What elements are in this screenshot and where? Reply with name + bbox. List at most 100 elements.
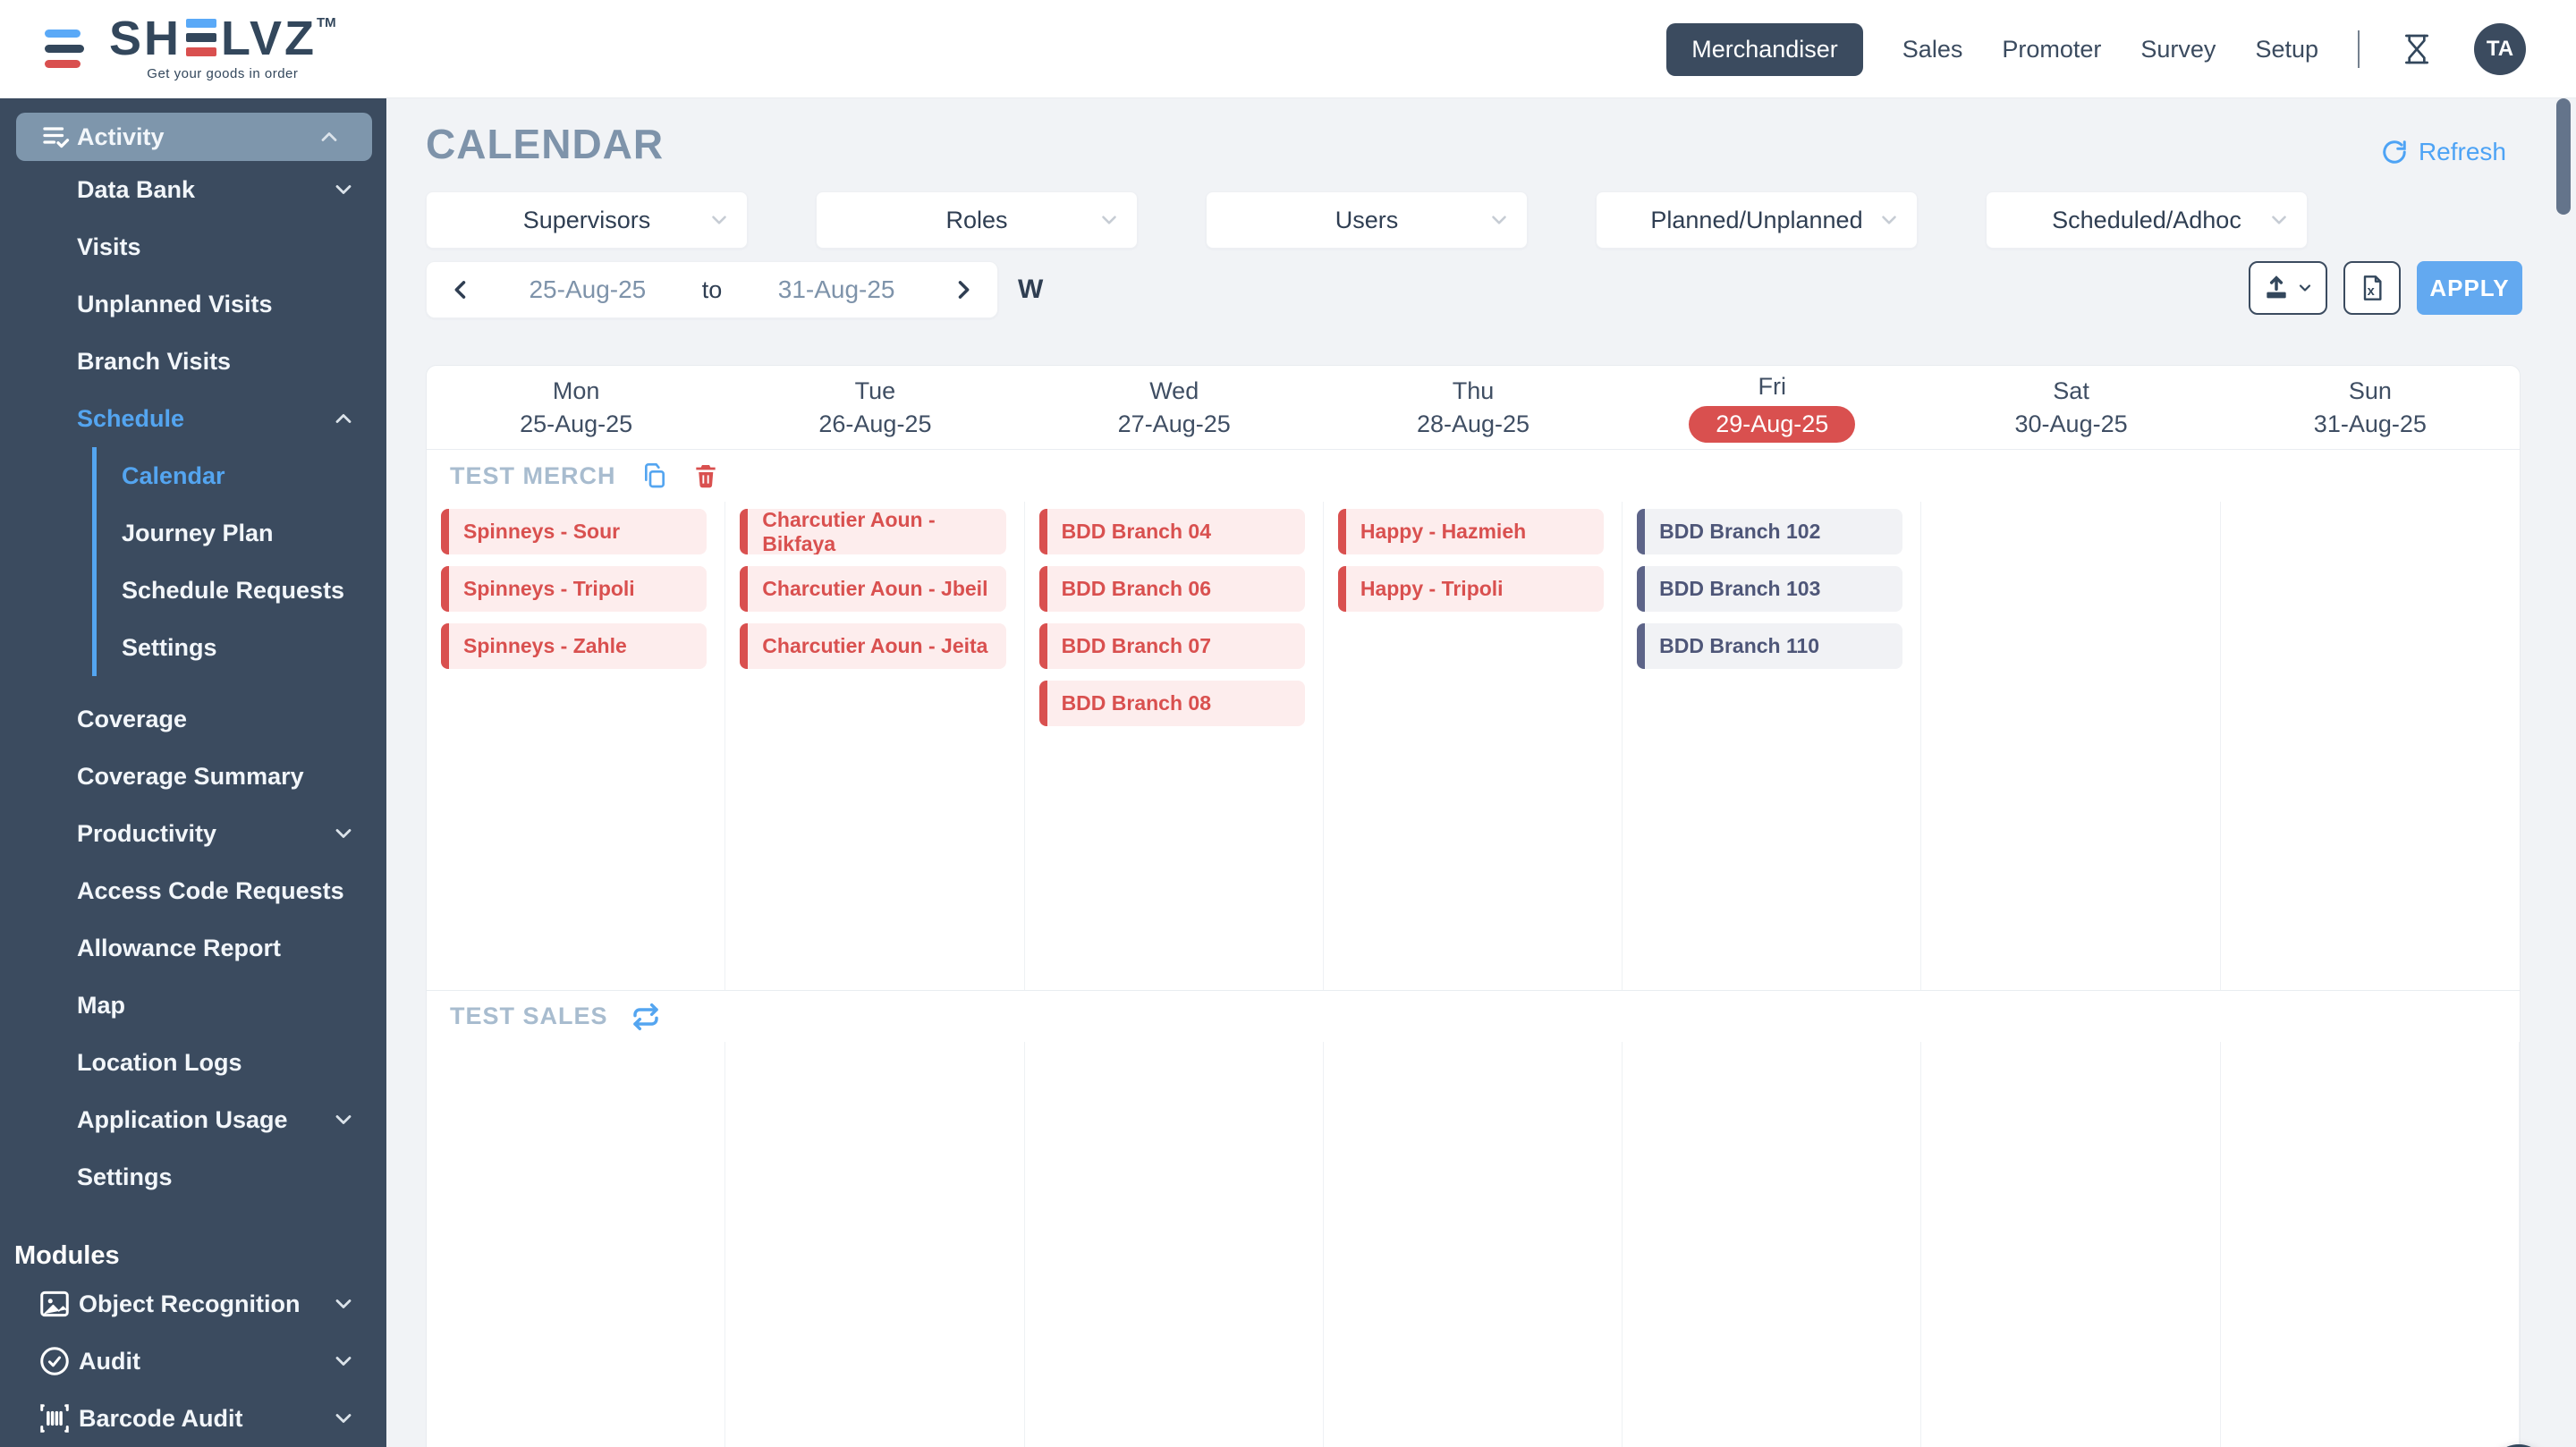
sidebar-item-coverage[interactable]: Coverage — [0, 690, 386, 748]
sidebar-item-map[interactable]: Map — [0, 977, 386, 1034]
visit-card[interactable]: Spinneys - Tripoli — [441, 566, 708, 612]
sidebar-item-settings[interactable]: Settings — [0, 1148, 386, 1206]
top-navigation: Merchandiser Sales Promoter Survey Setup TA — [1666, 0, 2526, 98]
visit-card[interactable]: Charcutier Aoun - Bikfaya — [740, 509, 1006, 554]
sidebar-item-visits[interactable]: Visits — [0, 218, 386, 275]
visit-card[interactable]: BDD Branch 07 — [1038, 623, 1305, 669]
day-header-tue[interactable]: Tue 26-Aug-25 — [725, 366, 1024, 449]
chevron-down-icon — [1097, 208, 1121, 232]
group-label-row-test-sales: TEST SALES — [427, 990, 2520, 1042]
next-week-arrow-icon[interactable] — [951, 277, 976, 302]
visit-status-bar — [1038, 681, 1047, 726]
brand-name: SH LVZ TM — [109, 14, 336, 63]
trash-icon[interactable] — [691, 461, 720, 490]
day-header-fri[interactable]: Fri 29-Aug-25 — [1623, 366, 1921, 449]
module-item-object-recognition[interactable]: Object Recognition — [0, 1275, 386, 1333]
sidebar-item-label: Coverage Summary — [77, 762, 304, 790]
user-avatar[interactable]: TA — [2474, 23, 2526, 75]
filter-dropdown-planned-unplanned[interactable]: Planned/Unplanned — [1596, 191, 1918, 249]
day-header-mon[interactable]: Mon 25-Aug-25 — [427, 366, 725, 449]
chevron-down-icon — [708, 208, 731, 232]
top-bar: SH LVZ TM Get your goods in order Mercha… — [0, 0, 2576, 98]
chevron-up-icon — [331, 406, 356, 431]
visit-status-bar — [740, 566, 749, 612]
day-header-sat[interactable]: Sat 30-Aug-25 — [1921, 366, 2220, 449]
visit-card[interactable]: BDD Branch 110 — [1637, 623, 1903, 669]
visit-card[interactable]: BDD Branch 06 — [1038, 566, 1305, 612]
visit-status-bar — [1038, 623, 1047, 669]
sidebar-item-productivity[interactable]: Productivity — [0, 805, 386, 862]
sidebar-item-coverage-summary[interactable]: Coverage Summary — [0, 748, 386, 805]
help-button[interactable]: ? — [2490, 1444, 2547, 1447]
sidebar-item-label: Activity — [77, 123, 165, 150]
topnav-item-merchandiser[interactable]: Merchandiser — [1666, 22, 1863, 76]
topnav-item-setup[interactable]: Setup — [2255, 35, 2318, 63]
visit-card[interactable]: Happy - Hazmieh — [1337, 509, 1605, 554]
visit-card[interactable]: BDD Branch 04 — [1038, 509, 1305, 554]
filter-dropdown-users[interactable]: Users — [1206, 191, 1528, 249]
visit-card[interactable]: Charcutier Aoun - Jeita — [740, 623, 1006, 669]
sidebar-item-calendar[interactable]: Calendar — [97, 447, 386, 504]
brand-name-suffix: LVZ — [221, 12, 317, 65]
repeat-icon[interactable] — [631, 1003, 660, 1031]
filter-dropdown-supervisors[interactable]: Supervisors — [426, 191, 748, 249]
vertical-scrollbar-thumb[interactable] — [2556, 98, 2571, 215]
filter-dropdown-roles[interactable]: Roles — [816, 191, 1138, 249]
export-button[interactable] — [2249, 261, 2327, 315]
topnav-item-sales[interactable]: Sales — [1902, 35, 1963, 63]
page-title: CALENDAR — [426, 121, 665, 167]
refresh-button[interactable]: Refresh — [2381, 138, 2506, 166]
sidebar-item-application-usage[interactable]: Application Usage — [0, 1091, 386, 1148]
apply-button[interactable]: APPLY — [2417, 261, 2522, 315]
visit-card[interactable]: BDD Branch 08 — [1038, 681, 1305, 726]
visit-status-bar — [740, 623, 749, 669]
visit-status-bar — [1637, 509, 1646, 554]
end-date-value[interactable]: 31-Aug-25 — [777, 275, 895, 303]
day-column-5: BDD Branch 102 BDD Branch 103 BDD Branch 1… — [1623, 502, 1922, 990]
sidebar-item-label: Schedule Requests — [122, 576, 345, 604]
visit-card[interactable]: Spinneys - Sour — [441, 509, 708, 554]
hamburger-menu-icon[interactable] — [45, 30, 84, 68]
day-header-thu[interactable]: Thu 28-Aug-25 — [1324, 366, 1623, 449]
visit-status-bar — [441, 566, 449, 612]
visit-card[interactable]: Charcutier Aoun - Jbeil — [740, 566, 1006, 612]
sidebar-item-access-code-requests[interactable]: Access Code Requests — [0, 862, 386, 919]
visit-card-title: BDD Branch 110 — [1659, 634, 1820, 657]
visit-card[interactable]: Spinneys - Zahle — [441, 623, 708, 669]
hourglass-icon[interactable] — [2399, 29, 2435, 70]
filter-dropdown-scheduled-adhoc[interactable]: Scheduled/Adhoc — [1986, 191, 2308, 249]
day-name: Sun — [2348, 377, 2392, 404]
visit-card[interactable]: BDD Branch 102 — [1637, 509, 1903, 554]
visit-card[interactable]: Happy - Tripoli — [1337, 566, 1605, 612]
visit-card[interactable]: BDD Branch 103 — [1637, 566, 1903, 612]
visit-card-title: Charcutier Aoun - Jbeil — [762, 577, 988, 600]
sidebar-item-data-bank[interactable]: Data Bank — [0, 161, 386, 218]
visit-card-title: Spinneys - Zahle — [463, 634, 627, 657]
copy-icon[interactable] — [640, 461, 668, 490]
visit-status-bar — [1337, 566, 1346, 612]
prev-week-arrow-icon[interactable] — [448, 277, 473, 302]
sidebar-item-allowance-report[interactable]: Allowance Report — [0, 919, 386, 977]
main-content: CALENDAR Refresh Supervisors Roles Users Pl… — [386, 98, 2576, 1447]
sidebar-item-location-logs[interactable]: Location Logs — [0, 1034, 386, 1091]
sidebar-item-schedule[interactable]: Schedule — [0, 390, 386, 447]
sidebar-item-schedule-settings[interactable]: Settings — [97, 619, 386, 676]
sidebar-item-journey-plan[interactable]: Journey Plan — [97, 504, 386, 562]
sidebar: Activity Data Bank Visits Unplanned Visits B… — [0, 98, 386, 1447]
module-item-barcode-audit[interactable]: Barcode Audit — [0, 1390, 386, 1447]
module-item-audit[interactable]: Audit — [0, 1333, 386, 1390]
filter-dropdown-label: Planned/Unplanned — [1650, 206, 1863, 233]
day-header-sun[interactable]: Sun 31-Aug-25 — [2221, 366, 2520, 449]
excel-export-button[interactable]: x — [2343, 261, 2401, 315]
sidebar-item-activity[interactable]: Activity — [16, 113, 372, 161]
visit-status-bar — [441, 509, 449, 554]
start-date-value[interactable]: 25-Aug-25 — [529, 275, 647, 303]
sidebar-item-schedule-requests[interactable]: Schedule Requests — [97, 562, 386, 619]
topnav-item-promoter[interactable]: Promoter — [2002, 35, 2102, 63]
topnav-item-survey[interactable]: Survey — [2140, 35, 2216, 63]
sidebar-item-unplanned-visits[interactable]: Unplanned Visits — [0, 275, 386, 333]
day-header-wed[interactable]: Wed 27-Aug-25 — [1025, 366, 1324, 449]
sidebar-item-branch-visits[interactable]: Branch Visits — [0, 333, 386, 390]
week-mode-toggle[interactable]: W — [1018, 275, 1044, 304]
day-name: Thu — [1452, 377, 1495, 404]
